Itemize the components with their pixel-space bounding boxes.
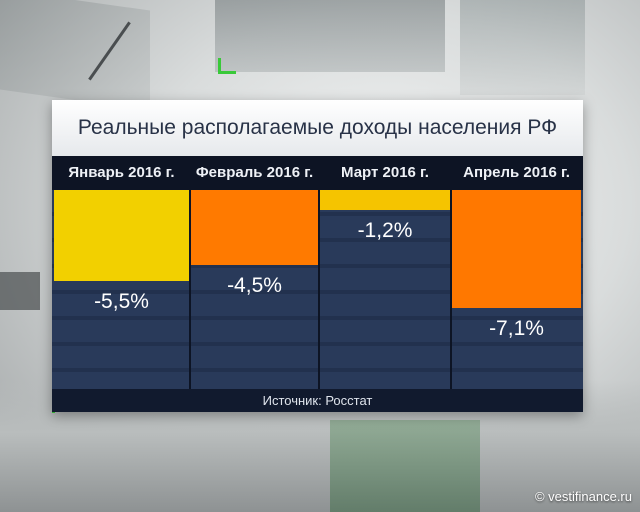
value-label-january: -5,5%: [94, 290, 149, 314]
chart-title: Реальные располагаемые доходы населения …: [52, 100, 583, 156]
category-label-january: Январь 2016 г.: [68, 164, 175, 181]
background-decor: [460, 0, 585, 95]
value-label-april: -7,1%: [489, 317, 544, 340]
value-label-february: -4,5%: [227, 273, 282, 297]
source-note: Источник: Росстат: [52, 389, 583, 412]
background-decor: [330, 420, 480, 512]
category-label-march: Март 2016 г.: [341, 164, 429, 181]
column-separator: [189, 156, 191, 389]
bar-march: [320, 190, 450, 210]
column-separator: [450, 156, 452, 389]
category-label-february: Февраль 2016 г.: [195, 164, 314, 181]
chart-panel: Реальные располагаемые доходы населения …: [52, 100, 583, 412]
background-decor: [215, 0, 445, 72]
bar-february: [191, 190, 318, 265]
bar-january: [54, 190, 189, 282]
background-decor: [0, 0, 150, 111]
watermark: © vestifinance.ru: [534, 489, 632, 504]
value-label-march: -1,2%: [357, 218, 413, 242]
category-header-row: [52, 156, 583, 190]
column-separator: [318, 156, 320, 389]
background-decor: [0, 272, 40, 310]
bar-april: [452, 190, 581, 308]
background-decor: [218, 58, 221, 74]
category-label-april: Апрель 2016 г.: [463, 164, 570, 181]
background-decor: [218, 71, 236, 74]
